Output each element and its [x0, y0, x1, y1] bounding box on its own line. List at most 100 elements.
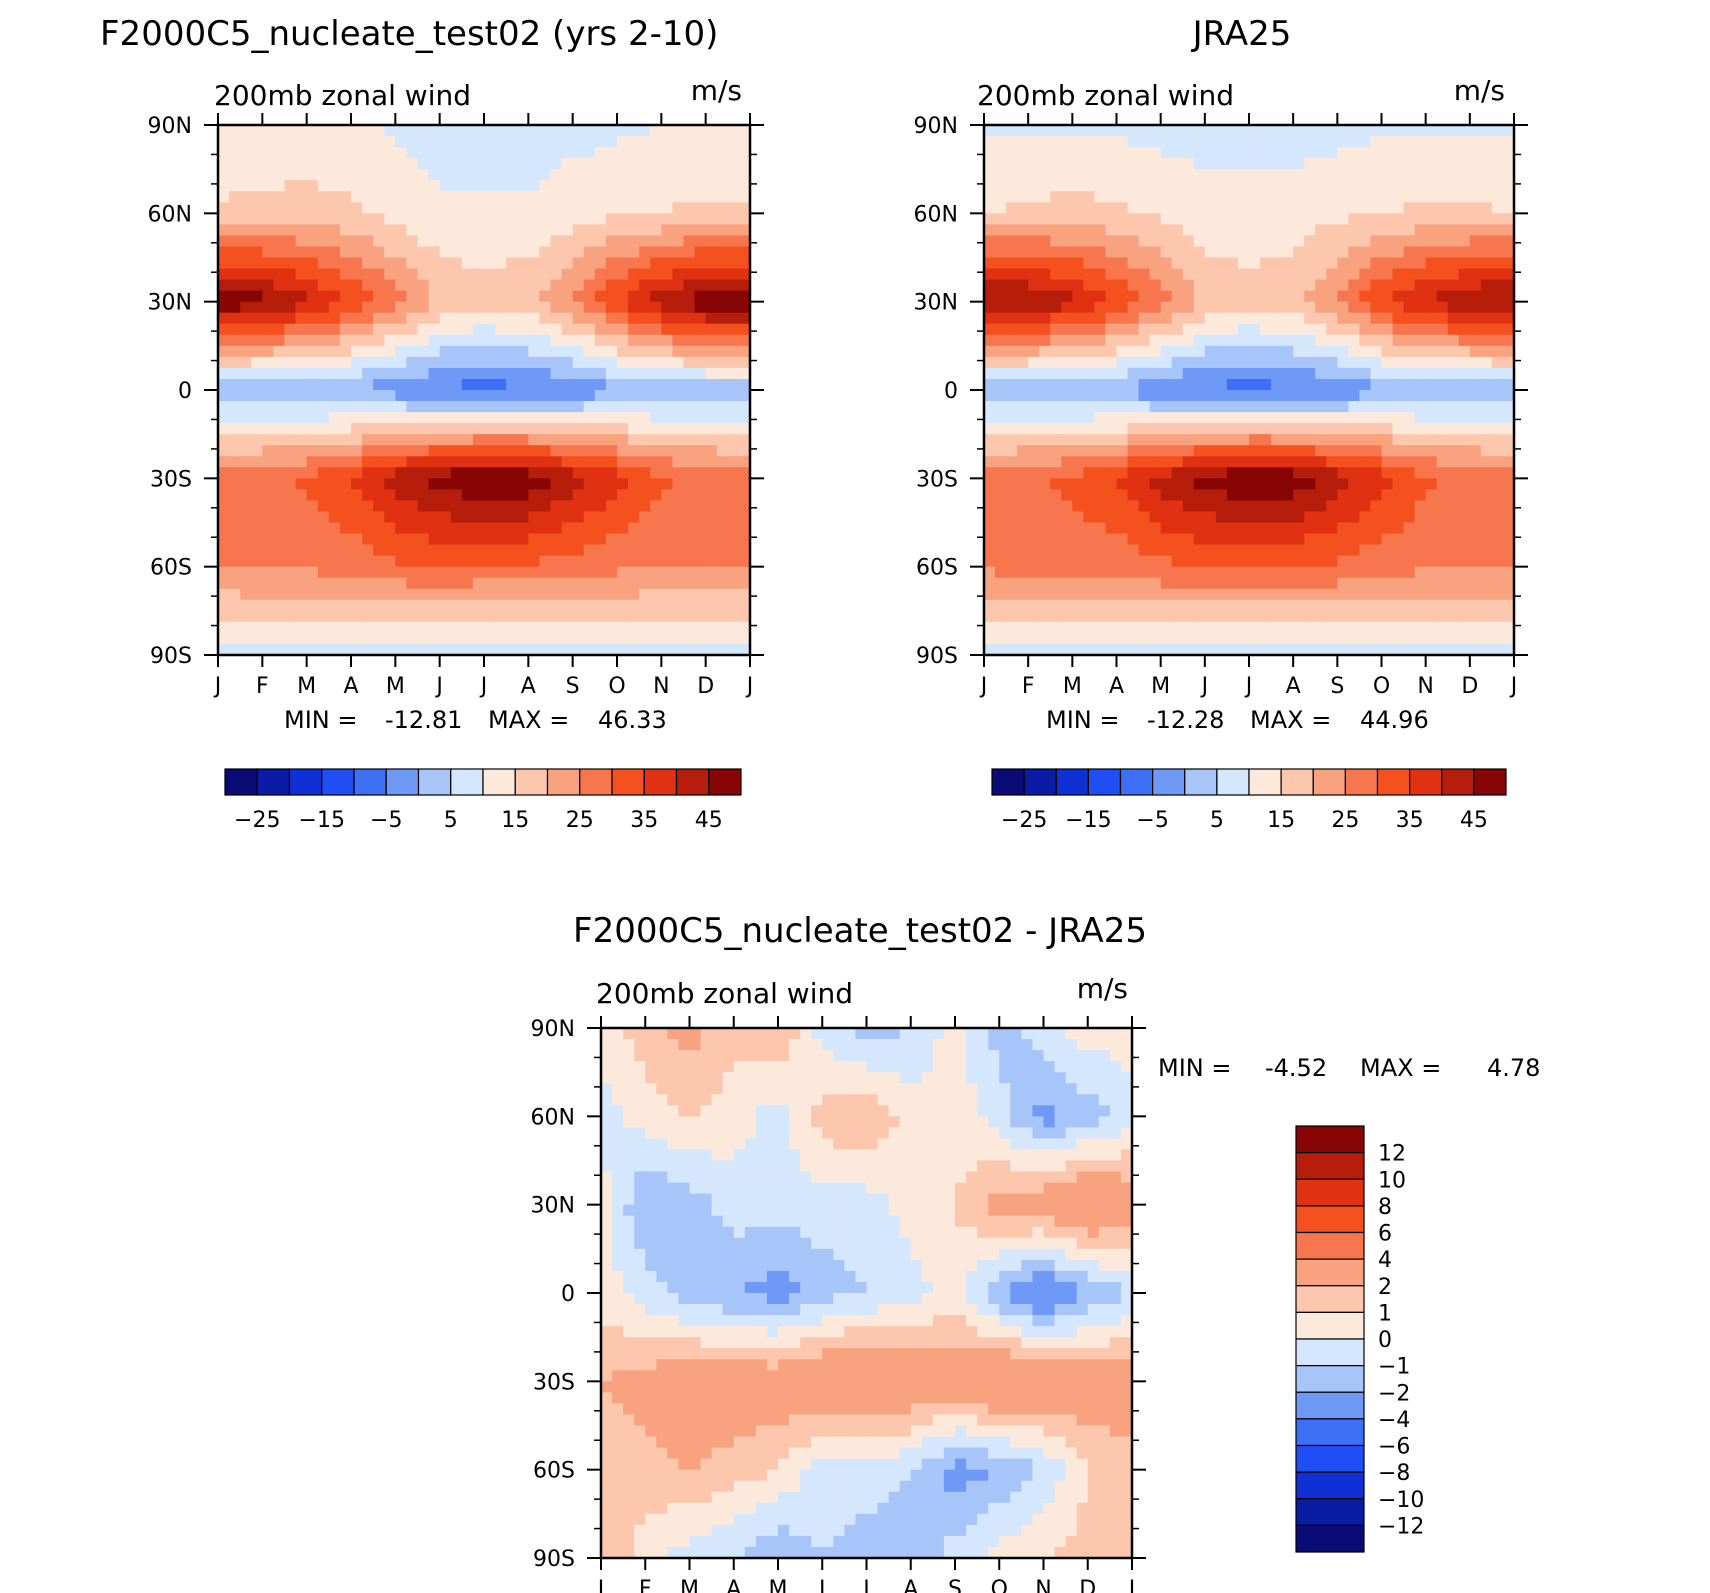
- heatmap-cell: [1469, 533, 1482, 546]
- heatmap-cell: [1249, 378, 1261, 391]
- heatmap-cell: [284, 191, 297, 203]
- heatmap-cell: [218, 478, 230, 490]
- heatmap-cell: [306, 191, 319, 203]
- heatmap-cell: [1171, 434, 1184, 446]
- heatmap-cell: [1447, 643, 1460, 656]
- heatmap-cell: [339, 500, 352, 513]
- heatmap-cell: [1061, 290, 1073, 303]
- heatmap-cell: [406, 378, 419, 391]
- heatmap-cell: [1105, 191, 1118, 203]
- heatmap-cell: [273, 390, 286, 402]
- heatmap-cell: [362, 125, 374, 137]
- heatmap-cell: [667, 1028, 680, 1040]
- heatmap-cell: [1414, 312, 1427, 325]
- heatmap-cell: [251, 566, 263, 579]
- heatmap-cell: [1039, 522, 1051, 535]
- heatmap-cell: [705, 577, 718, 590]
- heatmap-cell: [1072, 467, 1084, 479]
- heatmap-cell: [705, 191, 718, 203]
- heatmap-cell: [1260, 279, 1272, 292]
- heatmap-cell: [339, 301, 352, 314]
- heatmap-cell: [1237, 511, 1250, 524]
- heatmap-cell: [705, 467, 718, 479]
- heatmap-cell: [1260, 312, 1272, 325]
- heatmap-cell: [306, 345, 319, 358]
- heatmap-cell: [1072, 643, 1084, 656]
- heatmap-cell: [295, 390, 308, 402]
- heatmap-cell: [1293, 268, 1305, 281]
- heatmap-cell: [716, 632, 729, 645]
- heatmap-cell: [1447, 224, 1460, 237]
- heatmap-cell: [273, 500, 286, 513]
- heatmap-cell: [550, 158, 563, 170]
- heatmap-cell: [1072, 367, 1084, 380]
- heatmap-cell: [229, 279, 241, 292]
- heatmap-cell: [218, 401, 230, 413]
- heatmap-cell: [1502, 158, 1515, 170]
- heatmap-cell: [273, 235, 286, 248]
- heatmap-cell: [1076, 1039, 1089, 1051]
- heatmap-cell: [362, 136, 374, 148]
- heatmap-cell: [1160, 367, 1173, 380]
- heatmap-cell: [528, 489, 541, 502]
- heatmap-cell: [678, 1039, 691, 1051]
- heatmap-cell: [639, 202, 651, 214]
- heatmap-cell: [484, 312, 496, 325]
- heatmap-cell: [428, 169, 441, 181]
- heatmap-cell: [1370, 158, 1383, 170]
- heatmap-cell: [1215, 577, 1228, 590]
- heatmap-cell: [229, 632, 241, 645]
- heatmap-cell: [1039, 290, 1051, 303]
- heatmap-cell: [406, 533, 419, 546]
- heatmap-cell: [218, 456, 230, 468]
- heatmap-cell: [1160, 643, 1173, 656]
- heatmap-cell: [1414, 577, 1427, 590]
- heatmap-cell: [395, 136, 408, 148]
- heatmap-cell: [306, 136, 319, 148]
- heatmap-cell: [694, 390, 707, 402]
- heatmap-cell: [1293, 522, 1305, 535]
- heatmap-cell: [683, 599, 696, 612]
- heatmap-cell: [1348, 257, 1361, 270]
- heatmap-cell: [1447, 588, 1460, 601]
- heatmap-cell: [1392, 511, 1405, 524]
- heatmap-cell: [284, 367, 297, 380]
- heatmap-cell: [317, 158, 330, 170]
- heatmap-cell: [506, 555, 518, 568]
- heatmap-cell: [528, 566, 541, 579]
- heatmap-cell: [1138, 367, 1151, 380]
- heatmap-cell: [229, 511, 241, 524]
- heatmap-cell: [295, 169, 308, 181]
- heatmap-cell: [1061, 434, 1073, 446]
- heatmap-cell: [1017, 555, 1029, 568]
- heatmap-cell: [667, 1050, 680, 1062]
- heatmap-cell: [583, 533, 596, 546]
- heatmap-cell: [1017, 522, 1029, 535]
- heatmap-cell: [472, 544, 485, 557]
- heatmap-cell: [373, 180, 385, 192]
- heatmap-cell: [683, 180, 696, 192]
- heatmap-cell: [1282, 312, 1294, 325]
- heatmap-cell: [1348, 434, 1361, 446]
- heatmap-cell: [561, 577, 574, 590]
- heatmap-cell: [1193, 356, 1206, 369]
- heatmap-cell: [1072, 632, 1084, 645]
- heatmap-cell: [450, 290, 463, 303]
- heatmap-cell: [628, 312, 640, 325]
- heatmap-cell: [428, 456, 441, 468]
- heatmap-cell: [406, 643, 419, 656]
- heatmap-cell: [1249, 555, 1261, 568]
- heatmap-cell: [561, 555, 574, 568]
- heatmap-cell: [1061, 235, 1073, 248]
- heatmap-cell: [1072, 500, 1084, 513]
- heatmap-cell: [1326, 522, 1338, 535]
- heatmap-cell: [694, 367, 707, 380]
- heatmap-cell: [317, 566, 330, 579]
- heatmap-cell: [1381, 224, 1394, 237]
- heatmap-cell: [317, 279, 330, 292]
- heatmap-cell: [417, 423, 430, 435]
- heatmap-cell: [472, 257, 485, 270]
- heatmap-cell: [1127, 158, 1140, 170]
- heatmap-cell: [384, 412, 396, 424]
- heatmap-cell: [461, 621, 474, 634]
